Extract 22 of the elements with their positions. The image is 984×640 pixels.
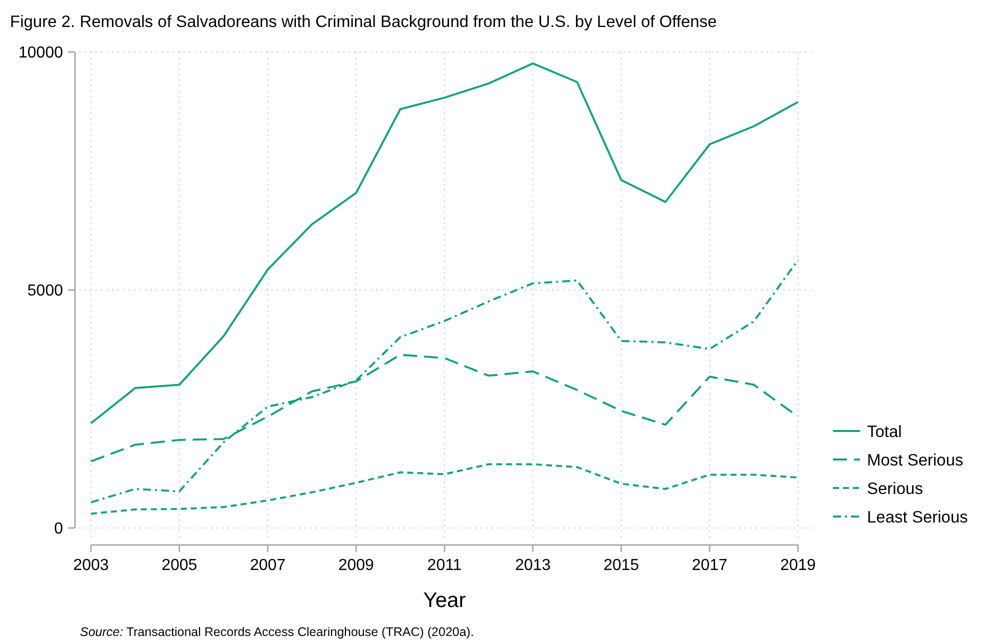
y-tick-label: 0 — [54, 520, 64, 538]
source-note: Source: Transactional Records Access Clearinghouse (TRAC) (2020a). — [80, 625, 474, 639]
x-axis-title: Year — [423, 589, 466, 612]
y-tick-label: 5000 — [27, 282, 64, 300]
line-series — [90, 463, 799, 515]
x-tick-label: 2003 — [73, 557, 109, 574]
x-tick-label: 2015 — [603, 557, 640, 574]
x-tick-label: 2007 — [250, 557, 286, 574]
x-tick-label: 2019 — [780, 557, 816, 574]
x-tick-label: 2005 — [162, 557, 198, 574]
legend-label: Least Serious — [867, 508, 968, 526]
x-tick-label: 2017 — [692, 557, 728, 574]
line-series — [90, 259, 799, 504]
y-tick-label: 10000 — [18, 44, 64, 62]
legend-label: Serious — [867, 480, 923, 498]
x-tick-label: 2011 — [427, 557, 462, 574]
chart-title: Figure 2. Removals of Salvadoreans with Criminal Background from the U.S. by Level of Offense — [10, 13, 717, 31]
x-tick-label: 2013 — [515, 557, 551, 574]
x-tick-label: 2009 — [338, 557, 374, 574]
line-series — [90, 62, 799, 424]
legend-label: Most Serious — [867, 451, 964, 470]
legend-label: Total — [867, 422, 902, 441]
